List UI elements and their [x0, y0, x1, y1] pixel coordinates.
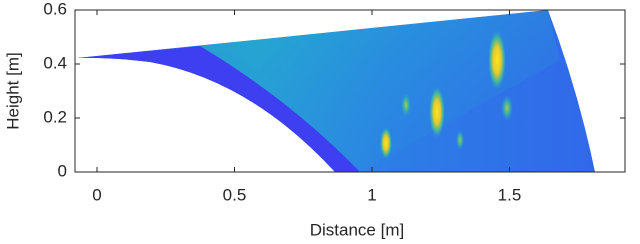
reflection — [488, 30, 506, 90]
x-axis-label: Distance [m] — [310, 220, 404, 239]
x-tick-label: 0 — [92, 185, 101, 204]
y-tick-label: 0 — [58, 161, 67, 180]
reflection — [429, 86, 445, 138]
radar-image — [77, 10, 595, 172]
x-tick-label: 0.5 — [223, 185, 247, 204]
x-tick-label: 1.5 — [498, 185, 522, 204]
y-tick-label: 0.4 — [43, 53, 67, 72]
reflection — [380, 127, 392, 159]
y-tick-label: 0.6 — [43, 0, 67, 18]
reflection — [456, 130, 464, 150]
axes-box — [74, 9, 626, 173]
fan-dark-band — [77, 46, 360, 172]
x-tick-label: 1 — [367, 185, 376, 204]
reflection — [501, 95, 513, 121]
y-axis-label: Height [m] — [3, 52, 22, 129]
reflection — [401, 93, 411, 117]
fan-teal — [200, 10, 560, 172]
y-tick-label: 0.2 — [43, 107, 67, 126]
